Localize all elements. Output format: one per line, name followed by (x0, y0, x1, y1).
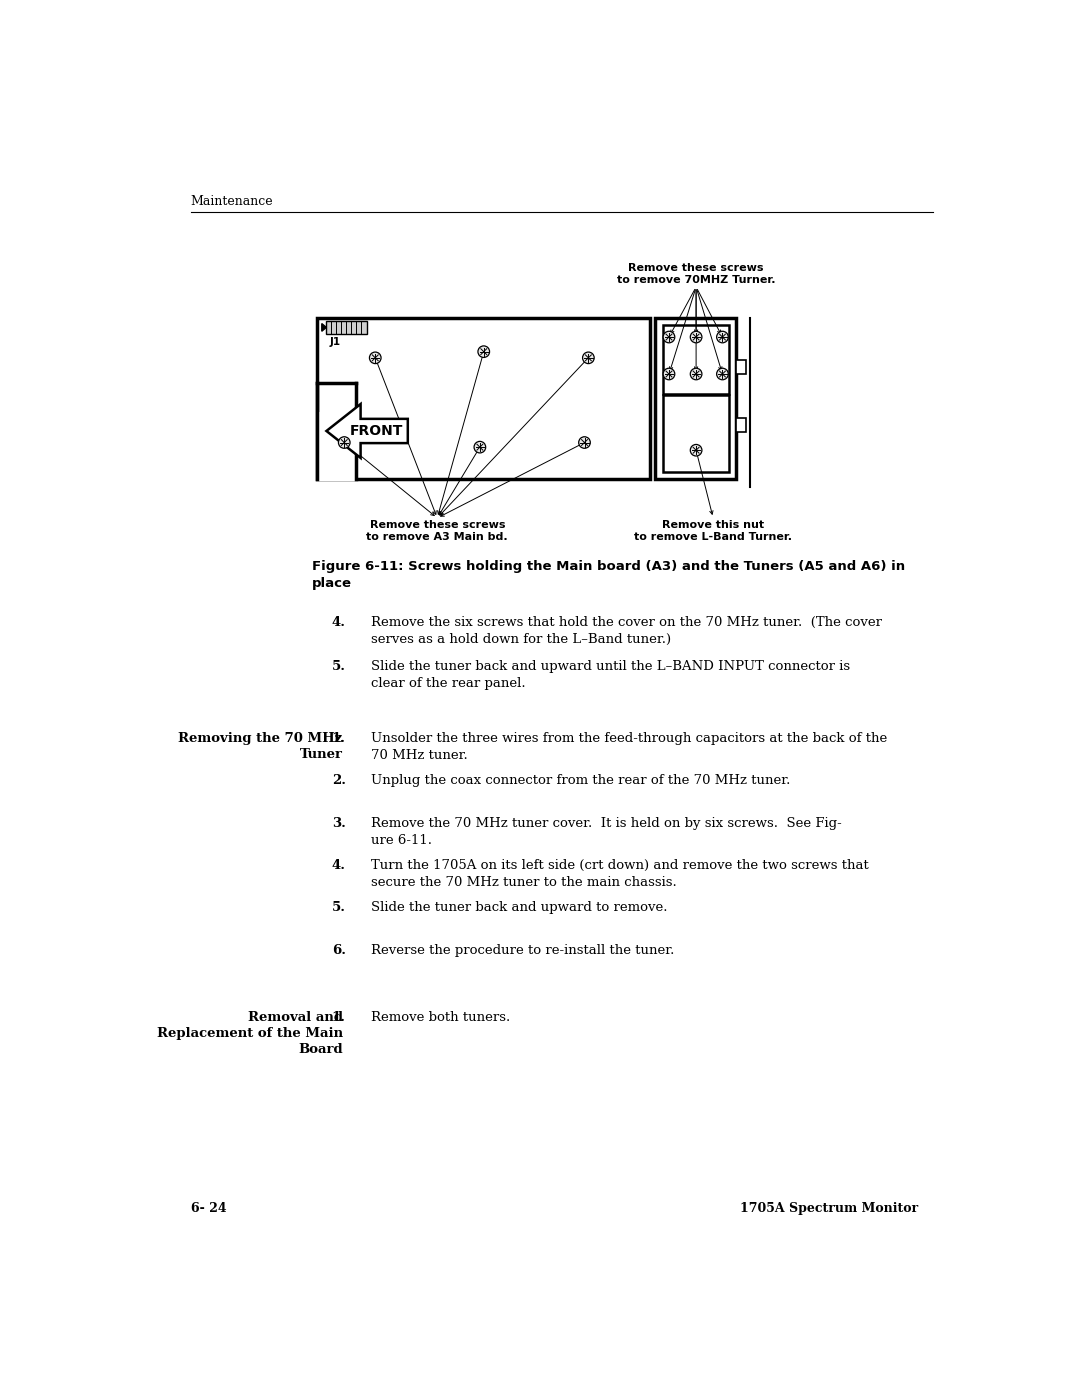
Circle shape (690, 331, 702, 342)
Text: 2.: 2. (332, 774, 346, 788)
Circle shape (663, 331, 675, 342)
Bar (663, 395, 729, 472)
Text: Remove these screws
to remove A3 Main bd.: Remove these screws to remove A3 Main bd… (366, 520, 508, 542)
Text: Maintenance: Maintenance (191, 194, 273, 208)
Bar (315, 412, 357, 481)
Text: Reverse the procedure to re-install the tuner.: Reverse the procedure to re-install the … (372, 944, 675, 957)
Text: Remove the six screws that hold the cover on the 70 MHz tuner.  (The cover
serve: Remove the six screws that hold the cove… (372, 616, 882, 645)
Circle shape (369, 352, 381, 363)
Circle shape (579, 437, 591, 448)
Text: FRONT: FRONT (350, 423, 404, 439)
Bar (663, 326, 729, 394)
Text: Unsolder the three wires from the feed-through capacitors at the back of the
70 : Unsolder the three wires from the feed-t… (372, 732, 888, 761)
Text: 6.: 6. (332, 944, 346, 957)
Text: 4.: 4. (332, 859, 346, 872)
Text: Turn the 1705A on its left side (crt down) and remove the two screws that
secure: Turn the 1705A on its left side (crt dow… (372, 859, 869, 888)
Text: J1: J1 (329, 337, 340, 346)
Text: Remove the 70 MHz tuner cover.  It is held on by six screws.  See Fig-
ure 6-11.: Remove the 70 MHz tuner cover. It is hel… (372, 817, 842, 847)
Circle shape (478, 346, 489, 358)
Text: 5.: 5. (332, 661, 346, 673)
Circle shape (663, 369, 675, 380)
Text: Slide the tuner back and upward until the L–BAND INPUT connector is
clear of the: Slide the tuner back and upward until th… (372, 661, 851, 690)
Circle shape (338, 437, 350, 448)
Bar (318, 317, 650, 479)
Bar (326, 321, 367, 334)
Circle shape (690, 444, 702, 455)
Bar (737, 360, 745, 374)
Text: 3.: 3. (332, 817, 346, 830)
Text: Slide the tuner back and upward to remove.: Slide the tuner back and upward to remov… (372, 901, 667, 915)
Text: Removing the 70 MHz
Tuner: Removing the 70 MHz Tuner (178, 732, 342, 761)
Text: Removal and
Replacement of the Main
Board: Removal and Replacement of the Main Boar… (157, 1011, 342, 1056)
Circle shape (474, 441, 486, 453)
Text: Remove both tuners.: Remove both tuners. (372, 1011, 511, 1024)
Text: Figure 6-11: Screws holding the Main board (A3) and the Tuners (A5 and A6) in
pl: Figure 6-11: Screws holding the Main boa… (312, 560, 905, 591)
Polygon shape (322, 324, 326, 331)
Polygon shape (326, 404, 408, 458)
Circle shape (717, 331, 728, 342)
Bar (737, 418, 745, 432)
Text: 1705A Spectrum Monitor: 1705A Spectrum Monitor (740, 1201, 918, 1215)
Text: 1.: 1. (332, 732, 346, 745)
Text: 5.: 5. (332, 901, 346, 915)
Text: Unplug the coax connector from the rear of the 70 MHz tuner.: Unplug the coax connector from the rear … (372, 774, 791, 788)
Text: 4.: 4. (332, 616, 346, 629)
Circle shape (582, 352, 594, 363)
Bar (656, 317, 737, 479)
Text: 6- 24: 6- 24 (191, 1201, 227, 1215)
Circle shape (717, 369, 728, 380)
Circle shape (690, 369, 702, 380)
Text: 1.: 1. (332, 1011, 346, 1024)
Text: Remove this nut
to remove L-Band Turner.: Remove this nut to remove L-Band Turner. (634, 520, 792, 542)
Text: Remove these screws
to remove 70MHZ Turner.: Remove these screws to remove 70MHZ Turn… (617, 263, 775, 285)
